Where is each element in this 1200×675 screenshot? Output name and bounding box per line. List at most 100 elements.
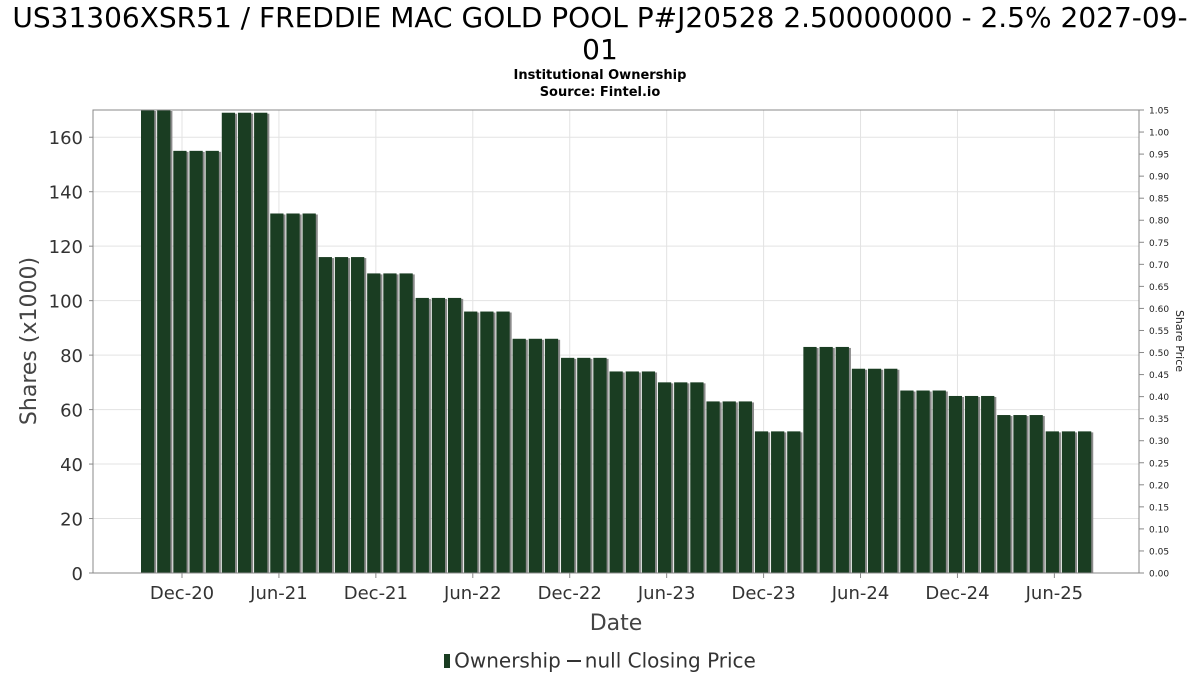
x-tick-label: Dec-23 <box>731 583 795 604</box>
chart-subtitle: Institutional Ownership Source: Fintel.i… <box>0 67 1200 101</box>
ownership-bar <box>964 395 979 573</box>
ownership-bar <box>835 346 849 573</box>
ownership-bar <box>948 395 963 573</box>
x-tick-label: Dec-21 <box>344 583 408 604</box>
y2-tick-label: 0.55 <box>1149 327 1169 337</box>
ownership-bar <box>1045 431 1059 573</box>
ownership-bar <box>1013 415 1027 573</box>
ownership-bar <box>286 213 300 573</box>
y2-tick-label: 0.70 <box>1149 261 1169 271</box>
ownership-bar <box>787 431 801 573</box>
ownership-bar <box>544 338 559 573</box>
ownership-legend-swatch <box>444 653 451 668</box>
ownership-bar <box>189 150 203 573</box>
ownership-bar <box>415 297 429 573</box>
y2-tick-label: 0.20 <box>1149 481 1169 491</box>
y2-tick-label: 0.95 <box>1149 151 1169 161</box>
ownership-bar <box>205 150 219 573</box>
y-axis-right: 0.00 0.05 0.10 0.15 0.20 0.25 0.30 0.35 0.40 0.45… <box>1139 107 1169 580</box>
ownership-bar <box>625 371 639 573</box>
x-tick-label: Jun-25 <box>1025 583 1084 604</box>
ownership-bar <box>1078 431 1092 573</box>
y2-axis-title: Share Price <box>1173 310 1186 372</box>
y2-tick-label: 0.80 <box>1149 217 1169 227</box>
ownership-bar <box>480 311 494 573</box>
ownership-bar <box>932 390 946 573</box>
chart-title-line-2: 01 <box>582 33 618 66</box>
plot-area-frame <box>92 109 1140 574</box>
ownership-bar <box>738 401 752 573</box>
ownership-bar <box>318 257 332 573</box>
ownership-bars <box>141 110 1094 574</box>
ownership-bar <box>237 112 252 574</box>
ownership-bar <box>754 431 769 573</box>
ownership-bar <box>674 382 688 573</box>
chart-legend: Ownership null Closing Price <box>0 647 1200 673</box>
ownership-bar <box>1029 415 1043 573</box>
ownership-bar <box>254 112 268 574</box>
ownership-bar <box>351 257 365 573</box>
ownership-bar <box>334 257 349 573</box>
y2-tick-label: 0.30 <box>1149 437 1169 447</box>
ownership-bar <box>851 368 866 573</box>
y-tick-label: 40 <box>60 455 83 476</box>
ownership-bar <box>706 401 720 573</box>
y2-tick-label: 1.00 <box>1149 129 1169 139</box>
y2-tick-label: 0.60 <box>1149 305 1169 315</box>
y-tick-label: 0 <box>72 564 83 585</box>
y2-tick-label: 0.10 <box>1149 525 1169 535</box>
ownership-bar <box>528 338 542 573</box>
ownership-bar <box>561 357 575 573</box>
y-axis-left: 0 20 40 60 80 100 120 140 160 <box>49 128 93 585</box>
ownership-bar <box>997 415 1011 573</box>
ownership-bar <box>496 311 510 573</box>
x-tick-label: Jun-21 <box>249 583 308 604</box>
y-tick-label: 60 <box>60 401 83 422</box>
x-tick-label: Dec-22 <box>538 583 602 604</box>
y2-tick-label: 1.05 <box>1149 107 1169 117</box>
ownership-bar <box>302 213 316 573</box>
ownership-bar <box>916 390 930 573</box>
ownership-bar <box>867 368 882 573</box>
ownership-bar <box>431 297 446 573</box>
y2-tick-label: 0.40 <box>1149 393 1169 403</box>
ownership-bar <box>803 346 817 573</box>
ownership-bar <box>771 431 785 573</box>
ownership-bar <box>270 213 284 573</box>
ownership-bar <box>1061 431 1076 573</box>
ownership-bar <box>690 382 704 573</box>
y2-tick-label: 0.85 <box>1149 195 1169 205</box>
ownership-bar <box>981 395 995 573</box>
ownership-bar <box>819 346 833 573</box>
ownership-bar <box>641 371 656 573</box>
x-tick-label: Dec-24 <box>925 583 989 604</box>
x-tick-label: Dec-20 <box>150 583 214 604</box>
ownership-bar <box>383 273 397 573</box>
ownership-bar <box>900 390 914 573</box>
ownership-bar <box>722 401 736 573</box>
y-tick-label: 100 <box>49 292 83 313</box>
price-legend-swatch <box>566 659 581 662</box>
x-tick-label: Jun-23 <box>637 583 696 604</box>
chart-title: US31306XSR51 / FREDDIE MAC GOLD POOL P#J… <box>0 2 1200 66</box>
ownership-bar <box>593 357 607 573</box>
y2-tick-label: 0.15 <box>1149 503 1169 513</box>
ownership-bar <box>577 357 591 573</box>
ownership-bar <box>399 273 413 573</box>
y2-tick-label: 0.05 <box>1149 547 1169 557</box>
x-axis-title: Date <box>590 611 643 636</box>
y-tick-label: 160 <box>49 128 83 149</box>
x-tick-label: Jun-24 <box>831 583 890 604</box>
legend-ownership-label: Ownership <box>454 648 561 673</box>
ownership-bar <box>464 311 478 573</box>
chart-subtitle-line-2: Source: Fintel.io <box>539 85 661 100</box>
y2-tick-label: 0.50 <box>1149 349 1169 359</box>
y2-tick-label: 0.25 <box>1149 459 1169 469</box>
y2-tick-label: 0.90 <box>1149 173 1169 183</box>
x-tick-label: Jun-22 <box>443 583 502 604</box>
x-axis: Dec-20 Jun-21 Dec-21 Jun-22 Dec-22 Jun-23 Dec-… <box>150 573 1083 604</box>
y-tick-label: 80 <box>60 346 83 367</box>
y-tick-label: 140 <box>49 183 83 204</box>
y-axis-title: Shares (x1000) <box>17 257 42 425</box>
